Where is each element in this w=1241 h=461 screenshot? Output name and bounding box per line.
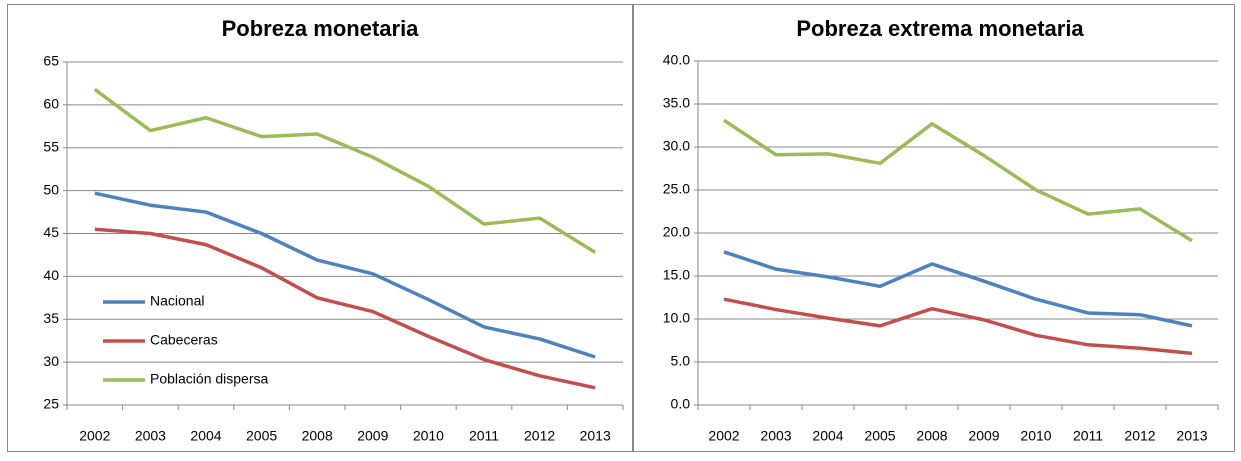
y-tick-label: 60 xyxy=(43,96,59,112)
line xyxy=(723,297,1193,356)
x-tick-label: 2002 xyxy=(708,428,739,444)
chart-title: Pobreza extrema monetaria xyxy=(796,16,1084,41)
y-tick-label: 10.0 xyxy=(663,310,690,326)
y-tick-label: 35 xyxy=(43,310,59,326)
x-tick-label: 2009 xyxy=(968,428,999,444)
panel xyxy=(7,4,633,452)
x-tick-label: 2003 xyxy=(760,428,791,444)
y-tick-label: 5.0 xyxy=(671,353,691,369)
x-tick-label: 2012 xyxy=(524,428,555,444)
y-tick-label: 30.0 xyxy=(663,138,690,154)
y-tick-label: 15.0 xyxy=(663,267,690,283)
x-tick-label: 2005 xyxy=(246,428,277,444)
x-tick-label: 2013 xyxy=(1176,428,1207,444)
y-tick-label: 40 xyxy=(43,267,59,283)
x-tick-label: 2013 xyxy=(580,428,611,444)
y-tick-label: 0.0 xyxy=(671,396,691,412)
x-tick-label: 2008 xyxy=(302,428,333,444)
x-tick-label: 2009 xyxy=(357,428,388,444)
chart-title: Pobreza monetaria xyxy=(222,16,420,41)
line xyxy=(723,250,1193,328)
x-tick-label: 2010 xyxy=(413,428,444,444)
y-tick-label: 20.0 xyxy=(663,224,690,240)
x-tick-label: 2004 xyxy=(190,428,221,444)
x-tick-label: 2011 xyxy=(469,428,499,444)
line xyxy=(723,118,1193,243)
x-tick-label: 2004 xyxy=(812,428,843,444)
legend-label: Nacional xyxy=(150,293,204,309)
x-tick-label: 2003 xyxy=(135,428,166,444)
y-tick-label: 30 xyxy=(43,353,59,369)
y-tick-label: 65 xyxy=(43,53,59,69)
x-tick-label: 2005 xyxy=(864,428,895,444)
line xyxy=(94,191,596,359)
line xyxy=(93,88,597,254)
line xyxy=(94,227,596,390)
x-tick-label: 2002 xyxy=(79,428,110,444)
y-tick-label: 25.0 xyxy=(663,181,690,197)
legend-label: Cabeceras xyxy=(150,332,218,348)
x-tick-label: 2008 xyxy=(916,428,947,444)
x-tick-label: 2012 xyxy=(1124,428,1155,444)
y-tick-label: 40.0 xyxy=(663,52,690,68)
x-tick-label: 2010 xyxy=(1020,428,1051,444)
panel xyxy=(633,4,1235,452)
y-tick-label: 55 xyxy=(43,138,59,154)
y-tick-label: 25 xyxy=(43,396,59,412)
legend-label: Población dispersa xyxy=(150,371,269,387)
y-tick-label: 45 xyxy=(43,224,59,240)
y-tick-label: 50 xyxy=(43,181,59,197)
x-tick-label: 2011 xyxy=(1073,428,1103,444)
y-tick-label: 35.0 xyxy=(663,95,690,111)
